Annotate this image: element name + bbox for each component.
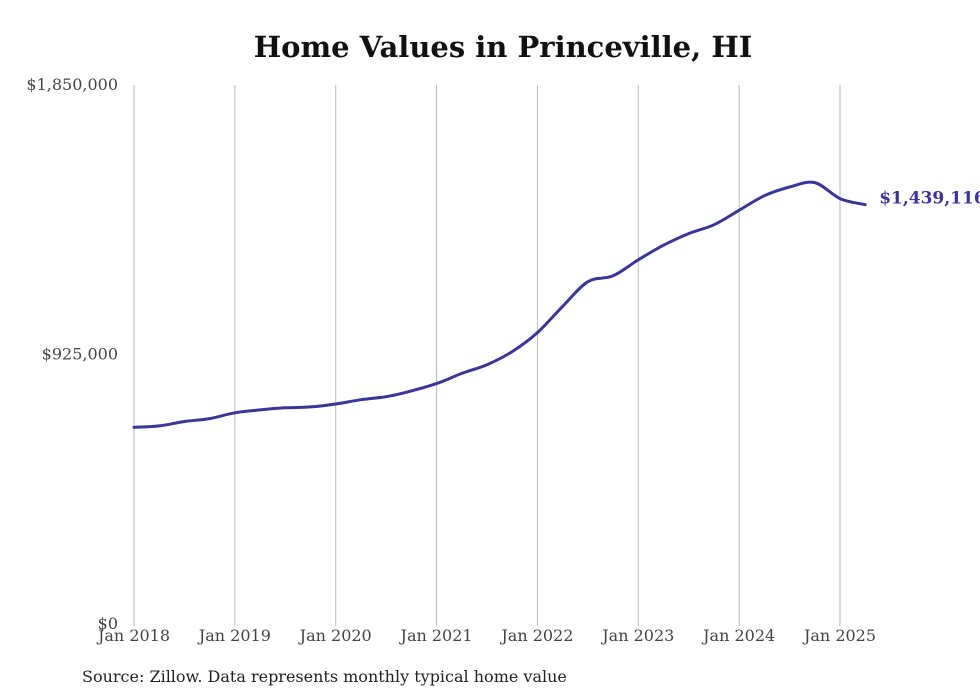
series-lines bbox=[132, 180, 867, 429]
end-labels: $1,439,116 bbox=[879, 189, 980, 209]
x-axis-ticks: Jan 2018 Jan 2019 Jan 2020 Jan 2021 Jan 2022… bbox=[96, 626, 876, 645]
x-tick-label: Jan 2025 bbox=[802, 626, 876, 645]
chart-title: Home Values in Princeville, HI bbox=[253, 30, 753, 64]
y-tick-label: $1,850,000 bbox=[26, 75, 118, 94]
x-tick-label: Jan 2023 bbox=[600, 626, 674, 645]
y-tick-label: $925,000 bbox=[42, 345, 118, 364]
x-tick-label: Jan 2019 bbox=[197, 626, 271, 645]
x-tick-label: Jan 2024 bbox=[701, 626, 775, 645]
y-axis-ticks: $0 $925,000 $1,850,000 bbox=[26, 75, 118, 633]
y-tick-label: $0 bbox=[98, 614, 118, 633]
gridlines bbox=[133, 85, 841, 626]
x-tick-label: Jan 2018 bbox=[96, 626, 170, 645]
x-tick-label: Jan 2022 bbox=[499, 626, 573, 645]
x-tick-label: Jan 2020 bbox=[298, 626, 372, 645]
series-line bbox=[132, 180, 867, 429]
x-tick-label: Jan 2021 bbox=[399, 626, 473, 645]
end-value-label: $1,439,116 bbox=[879, 189, 980, 209]
source-note: Source: Zillow. Data represents monthly … bbox=[82, 667, 567, 686]
